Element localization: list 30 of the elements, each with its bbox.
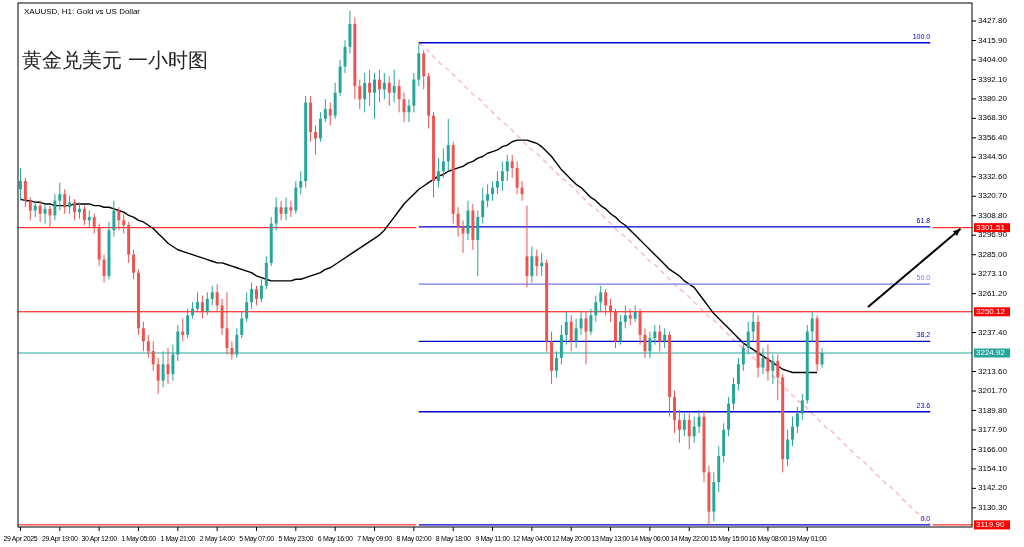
y-tick-label: 3368.30 [978,113,1008,123]
y-tick-label: 3285.00 [978,249,1008,259]
ref-line-label: 3301.51 [976,222,1006,232]
y-tick-label: 3130.30 [978,502,1008,512]
y-tick-label: 3320.70 [978,191,1008,201]
y-tick-label: 3237.40 [978,327,1008,337]
y-tick-label: 3344.50 [978,152,1008,162]
y-tick-label: 3356.40 [978,132,1008,142]
y-tick-label: 3154.10 [978,464,1008,474]
y-tick-label: 3189.80 [978,405,1008,415]
ref-line-label: 3250.12 [976,306,1006,316]
y-tick-label: 3273.10 [978,269,1008,279]
text: 黄金兑美元 一小时图 [22,48,209,72]
y-tick-label: 3177.90 [978,425,1008,435]
y-tick-label: 3380.20 [978,94,1008,104]
y-tick-label: 3213.60 [978,366,1008,376]
y-tick-label: 3308.80 [978,210,1008,220]
y-tick-label: 3392.10 [978,74,1008,84]
y-tick-label: 3404.00 [978,55,1008,65]
ref-line-label: 3224.92 [976,348,1006,358]
text: XAUUSD, H1: Gold vs US Dollar [24,7,141,16]
y-tick-label: 3261.20 [978,288,1008,298]
y-tick-label: 3296.90 [978,230,1008,240]
y-tick-label: 3142.20 [978,483,1008,493]
y-tick-label: 3201.70 [978,386,1008,396]
ref-line-label: 3119.90 [976,519,1005,529]
y-tick-label: 3415.90 [978,35,1008,45]
y-tick-label: 3166.00 [978,444,1008,454]
y-tick-label: 3332.60 [978,171,1008,181]
y-tick-label: 3427.80 [978,16,1008,26]
